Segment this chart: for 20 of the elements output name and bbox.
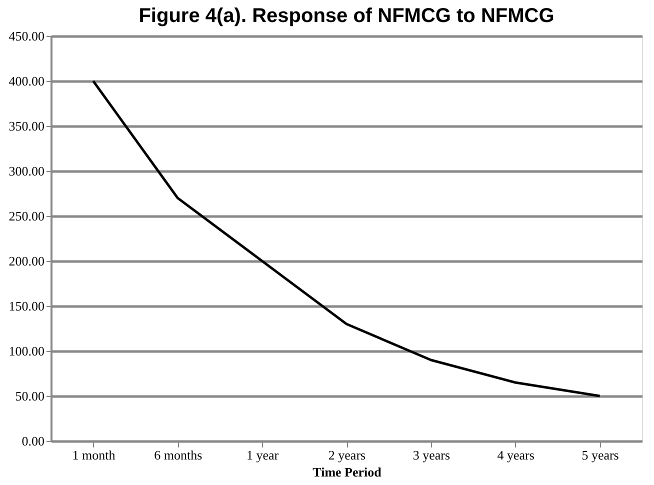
y-tick-label: 250.00 (8, 208, 44, 224)
line-series (92, 80, 602, 398)
x-tick-label: 3 years (412, 448, 450, 462)
x-tick-label: 4 years (497, 448, 534, 462)
x-axis-title: Time Period (312, 464, 382, 480)
y-tick-label: 150.00 (8, 298, 44, 314)
y-tick-label: 200.00 (8, 254, 44, 268)
x-tick-label: 1 year (246, 448, 280, 462)
y-tick-label: 100.00 (8, 344, 44, 358)
y-tick-label: 350.00 (8, 118, 44, 134)
y-tick-label: 450.00 (8, 28, 44, 44)
y-tick-label: 50.00 (15, 388, 44, 404)
y-tick-label: 0.00 (22, 434, 44, 448)
x-tick-label: 1 month (72, 448, 116, 462)
x-tick-label: 5 years (582, 448, 619, 462)
x-tick-label: 6 months (154, 448, 202, 462)
chart-title: Figure 4(a). Response of NFMCG to NFMCG (138, 5, 554, 27)
y-tick-label: 300.00 (8, 164, 44, 178)
x-tick-label: 2 years (328, 448, 366, 462)
y-tick-label: 400.00 (8, 74, 44, 88)
